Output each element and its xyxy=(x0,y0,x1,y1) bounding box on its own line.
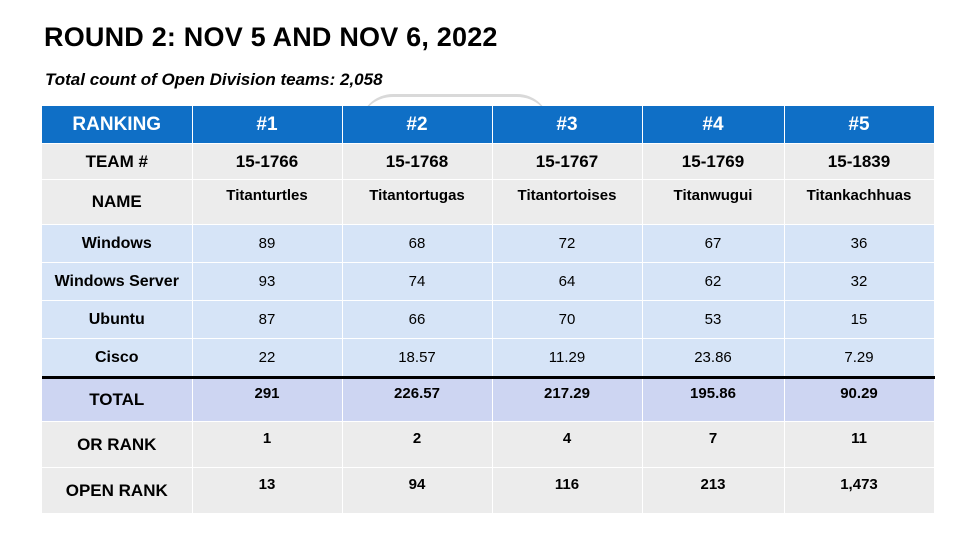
row-label: Ubuntu xyxy=(42,300,193,339)
score-row-windows-server: Windows Server 93 74 64 62 32 xyxy=(42,262,935,301)
row-label: OPEN RANK xyxy=(42,467,193,514)
table-cell: 2 xyxy=(342,421,493,468)
table-cell: 89 xyxy=(192,224,343,263)
table-cell: Titankachhuas xyxy=(784,179,935,225)
results-table: RANKING #1 #2 #3 #4 #5 TEAM # 15-1766 15… xyxy=(42,106,935,514)
table-cell: 94 xyxy=(342,467,493,514)
table-cell: Titantortoises xyxy=(492,179,643,225)
table-cell: 217.29 xyxy=(492,376,643,422)
table-cell: 62 xyxy=(642,262,785,301)
header-cell: #4 xyxy=(642,106,785,144)
or-rank-row: OR RANK 1 2 4 7 11 xyxy=(42,421,935,468)
table-cell: 90.29 xyxy=(784,376,935,422)
table-cell: 15-1767 xyxy=(492,143,643,180)
row-label: NAME xyxy=(42,179,193,225)
table-cell: 226.57 xyxy=(342,376,493,422)
total-row: TOTAL 291 226.57 217.29 195.86 90.29 xyxy=(42,376,935,422)
table-cell: 15-1769 xyxy=(642,143,785,180)
table-cell: 15 xyxy=(784,300,935,339)
table-cell: Titantortugas xyxy=(342,179,493,225)
table-cell: 4 xyxy=(492,421,643,468)
table-cell: 15-1839 xyxy=(784,143,935,180)
table-cell: 116 xyxy=(492,467,643,514)
team-number-row: TEAM # 15-1766 15-1768 15-1767 15-1769 1… xyxy=(42,143,935,180)
row-label: TOTAL xyxy=(42,376,193,422)
table-cell: 64 xyxy=(492,262,643,301)
table-cell: Titanturtles xyxy=(192,179,343,225)
open-rank-row: OPEN RANK 13 94 116 213 1,473 xyxy=(42,467,935,514)
table-cell: 291 xyxy=(192,376,343,422)
table-cell: 13 xyxy=(192,467,343,514)
row-label: Windows Server xyxy=(42,262,193,301)
row-label: OR RANK xyxy=(42,421,193,468)
header-cell: #5 xyxy=(784,106,935,144)
score-row-ubuntu: Ubuntu 87 66 70 53 15 xyxy=(42,300,935,339)
table-cell: 11 xyxy=(784,421,935,468)
table-cell: 72 xyxy=(492,224,643,263)
header-row: RANKING #1 #2 #3 #4 #5 xyxy=(42,106,935,144)
header-cell: #1 xyxy=(192,106,343,144)
header-cell: #3 xyxy=(492,106,643,144)
table-cell: 36 xyxy=(784,224,935,263)
header-cell: #2 xyxy=(342,106,493,144)
table-cell: 7.29 xyxy=(784,338,935,378)
table-cell: 67 xyxy=(642,224,785,263)
decorative-arc xyxy=(360,94,550,127)
table-cell: Titanwugui xyxy=(642,179,785,225)
table-cell: 15-1766 xyxy=(192,143,343,180)
table-cell: 74 xyxy=(342,262,493,301)
table-cell: 87 xyxy=(192,300,343,339)
table-cell: 66 xyxy=(342,300,493,339)
score-row-cisco: Cisco 22 18.57 11.29 23.86 7.29 xyxy=(42,338,935,378)
table-cell: 1,473 xyxy=(784,467,935,514)
row-label: TEAM # xyxy=(42,143,193,180)
table-cell: 68 xyxy=(342,224,493,263)
table-cell: 23.86 xyxy=(642,338,785,378)
team-name-row: NAME Titanturtles Titantortugas Titantor… xyxy=(42,179,935,225)
header-cell: RANKING xyxy=(42,106,193,144)
table-cell: 70 xyxy=(492,300,643,339)
table-cell: 32 xyxy=(784,262,935,301)
table-cell: 53 xyxy=(642,300,785,339)
score-row-windows: Windows 89 68 72 67 36 xyxy=(42,224,935,263)
table-cell: 195.86 xyxy=(642,376,785,422)
table-cell: 22 xyxy=(192,338,343,378)
page-title: ROUND 2: NOV 5 AND NOV 6, 2022 xyxy=(44,22,498,52)
table-cell: 7 xyxy=(642,421,785,468)
table-cell: 15-1768 xyxy=(342,143,493,180)
table-cell: 93 xyxy=(192,262,343,301)
table-cell: 18.57 xyxy=(342,338,493,378)
row-label: Cisco xyxy=(42,338,193,378)
row-label: Windows xyxy=(42,224,193,263)
table-cell: 11.29 xyxy=(492,338,643,378)
table-cell: 213 xyxy=(642,467,785,514)
page-subtitle: Total count of Open Division teams: 2,05… xyxy=(45,70,383,89)
table-cell: 1 xyxy=(192,421,343,468)
